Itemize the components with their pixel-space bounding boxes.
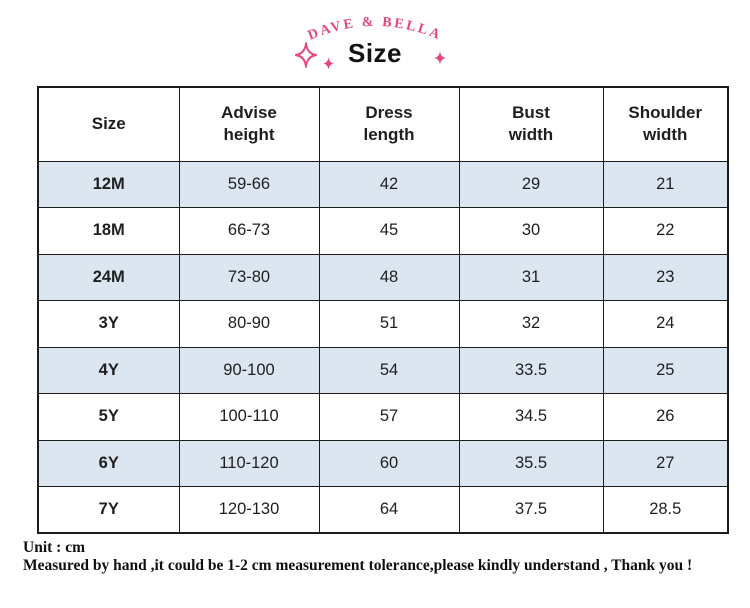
cell-advise-height: 90-100 (178, 346, 320, 394)
cell-dress-length: 42 (318, 160, 460, 208)
cell-size: 4Y (37, 346, 180, 394)
cell-size: 18M (37, 207, 180, 255)
cell-shoulder-width: 23 (602, 253, 729, 301)
cell-shoulder-width: 22 (602, 207, 729, 255)
sparkle-icon-large (295, 42, 317, 68)
unit-note: Unit : cm (23, 539, 85, 556)
cell-dress-length: 64 (318, 486, 460, 534)
table-row-7y: 7Y 120-130 64 37.5 28.5 (37, 486, 729, 534)
cell-advise-height: 120-130 (178, 486, 320, 534)
col-header-shoulder-width: Shoulder width (602, 86, 729, 162)
cell-advise-height: 100-110 (178, 393, 320, 441)
brand-arc-text: DAVE & BELLA (306, 15, 442, 44)
page-header: DAVE & BELLA Size (0, 0, 750, 86)
cell-dress-length: 57 (318, 393, 460, 441)
cell-bust-width: 33.5 (458, 346, 604, 394)
col-header-size: Size (37, 86, 180, 162)
cell-shoulder-width: 27 (602, 439, 729, 487)
cell-advise-height: 66-73 (178, 207, 320, 255)
cell-advise-height: 59-66 (178, 160, 320, 208)
table-row-4y: 4Y 90-100 54 33.5 25 (37, 346, 729, 394)
cell-bust-width: 29 (458, 160, 604, 208)
cell-dress-length: 51 (318, 300, 460, 348)
cell-bust-width: 31 (458, 253, 604, 301)
cell-bust-width: 30 (458, 207, 604, 255)
cell-bust-width: 37.5 (458, 486, 604, 534)
cell-dress-length: 60 (318, 439, 460, 487)
cell-shoulder-width: 26 (602, 393, 729, 441)
cell-advise-height: 80-90 (178, 300, 320, 348)
cell-bust-width: 34.5 (458, 393, 604, 441)
cell-shoulder-width: 28.5 (602, 486, 729, 534)
table-row-18m: 18M 66-73 45 30 22 (37, 207, 729, 255)
page-title: Size (347, 38, 403, 68)
cell-advise-height: 110-120 (178, 439, 320, 487)
cell-advise-height: 73-80 (178, 253, 320, 301)
cell-bust-width: 32 (458, 300, 604, 348)
tolerance-note: Measured by hand ,it could be 1-2 cm mea… (23, 556, 693, 574)
cell-bust-width: 35.5 (458, 439, 604, 487)
size-table: Size Advise height Dress length Bust wid… (37, 86, 729, 534)
table-row-3y: 3Y 80-90 51 32 24 (37, 300, 729, 348)
cell-dress-length: 48 (318, 253, 460, 301)
col-header-advise-height: Advise height (178, 86, 320, 162)
sparkle-icon-right (434, 51, 446, 65)
cell-dress-length: 54 (318, 346, 460, 394)
table-row-5y: 5Y 100-110 57 34.5 26 (37, 393, 729, 441)
sparkle-icon-small-left (323, 57, 334, 70)
col-header-dress-length: Dress length (318, 86, 460, 162)
cell-shoulder-width: 21 (602, 160, 729, 208)
size-table-body: 12M 59-66 42 29 21 18M 66-73 45 30 22 24… (37, 160, 729, 534)
cell-size: 24M (37, 253, 180, 301)
cell-shoulder-width: 25 (602, 346, 729, 394)
cell-size: 6Y (37, 439, 180, 487)
col-header-bust-width: Bust width (458, 86, 604, 162)
header-row: Size Advise height Dress length Bust wid… (37, 86, 729, 162)
cell-shoulder-width: 24 (602, 300, 729, 348)
cell-size: 7Y (37, 486, 180, 534)
table-row-24m: 24M 73-80 48 31 23 (37, 253, 729, 301)
size-table-header: Size Advise height Dress length Bust wid… (37, 86, 729, 162)
cell-size: 5Y (37, 393, 180, 441)
footnotes: Unit : cm Measured by hand ,it could be … (23, 539, 750, 575)
table-row-6y: 6Y 110-120 60 35.5 27 (37, 439, 729, 487)
table-row-12m: 12M 59-66 42 29 21 (37, 160, 729, 208)
cell-size: 12M (37, 160, 180, 208)
cell-dress-length: 45 (318, 207, 460, 255)
cell-size: 3Y (37, 300, 180, 348)
